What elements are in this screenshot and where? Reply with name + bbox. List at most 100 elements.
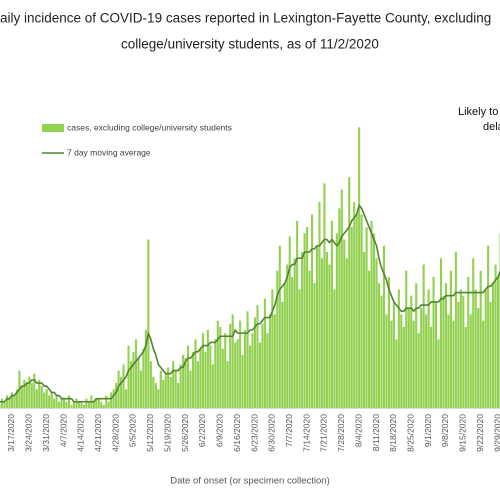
x-tick-label: 7/28/2020	[336, 414, 346, 452]
bar	[457, 301, 460, 408]
bar	[370, 220, 373, 408]
bar	[219, 326, 222, 408]
bar	[482, 320, 485, 408]
bar	[157, 389, 160, 408]
bar	[117, 370, 120, 408]
bar	[489, 301, 492, 408]
bar	[430, 326, 433, 408]
bar	[154, 383, 157, 408]
bar	[182, 354, 185, 408]
bar	[199, 348, 202, 408]
bar	[196, 361, 200, 408]
bar	[58, 401, 61, 408]
x-tick-label: 4/21/2020	[93, 414, 103, 452]
bar	[395, 339, 398, 408]
x-tick-label: 8/18/2020	[388, 414, 398, 452]
bar	[211, 364, 214, 408]
bar	[442, 295, 445, 408]
chart-title: aily incidence of COVID-19 cases reporte…	[0, 11, 491, 26]
x-tick-label: 7/14/2020	[301, 414, 311, 452]
bar	[375, 258, 378, 408]
bar	[13, 395, 16, 408]
bar	[474, 289, 477, 408]
bar	[75, 398, 78, 408]
bar	[397, 289, 400, 408]
bar	[390, 320, 393, 408]
x-tick-label: 9/22/2020	[475, 414, 485, 452]
bar	[318, 202, 321, 408]
bar	[437, 339, 440, 408]
bar	[291, 276, 294, 408]
bar	[251, 333, 254, 408]
bar	[201, 333, 204, 408]
bar	[360, 214, 363, 408]
bar	[236, 339, 239, 408]
bar	[358, 127, 361, 408]
bar	[95, 398, 98, 408]
bar	[464, 326, 467, 408]
x-tick-label: 6/16/2020	[232, 414, 242, 452]
bar	[298, 289, 301, 408]
bar	[283, 283, 286, 408]
bar	[325, 252, 328, 408]
bar	[33, 373, 36, 408]
bar	[206, 330, 209, 408]
bar	[377, 283, 381, 408]
bar	[244, 330, 247, 408]
bar	[447, 314, 450, 408]
bar	[40, 386, 43, 408]
bar	[147, 239, 150, 408]
bar	[412, 320, 415, 408]
bar	[0, 404, 1, 408]
bar	[335, 233, 338, 408]
bar	[152, 376, 155, 408]
annotation: dela	[483, 121, 500, 133]
bar	[494, 264, 497, 408]
bar	[107, 401, 110, 408]
bar	[469, 314, 472, 408]
bar	[382, 245, 386, 408]
bar	[28, 376, 31, 408]
bar	[320, 258, 324, 408]
bar	[239, 320, 242, 408]
bar	[3, 401, 6, 408]
bar	[72, 401, 76, 408]
bar	[132, 351, 135, 408]
bar	[415, 283, 418, 408]
x-tick-label: 9/15/2020	[458, 414, 468, 452]
bar	[248, 345, 252, 408]
bar	[127, 345, 130, 408]
bar	[224, 333, 227, 408]
bar	[82, 404, 85, 408]
bar	[392, 301, 395, 408]
bar	[405, 270, 408, 408]
annotation: Likely to	[458, 106, 498, 118]
bar	[102, 404, 105, 408]
bar	[281, 301, 284, 408]
bar	[353, 202, 356, 408]
x-tick-label: 4/7/2020	[58, 414, 68, 447]
bar	[333, 289, 336, 408]
bar	[45, 389, 48, 408]
bar	[112, 389, 115, 408]
bar	[0, 398, 4, 408]
legend-swatch	[42, 124, 64, 132]
x-tick-label: 9/1/2020	[423, 414, 433, 447]
bar	[164, 373, 167, 408]
bar	[241, 354, 244, 408]
bar	[462, 295, 465, 408]
x-tick-label: 6/30/2020	[267, 414, 277, 452]
bar	[77, 401, 80, 408]
bar	[268, 314, 271, 408]
bar	[110, 392, 113, 408]
bar	[186, 345, 190, 408]
bar	[434, 301, 438, 408]
bar	[87, 401, 90, 408]
x-tick-label: 6/9/2020	[215, 414, 225, 447]
bar	[420, 308, 423, 408]
bar	[105, 395, 108, 408]
bar	[273, 314, 276, 408]
bar	[124, 389, 128, 408]
legend-label: cases, excluding college/university stud…	[67, 122, 232, 132]
bar	[487, 245, 490, 408]
